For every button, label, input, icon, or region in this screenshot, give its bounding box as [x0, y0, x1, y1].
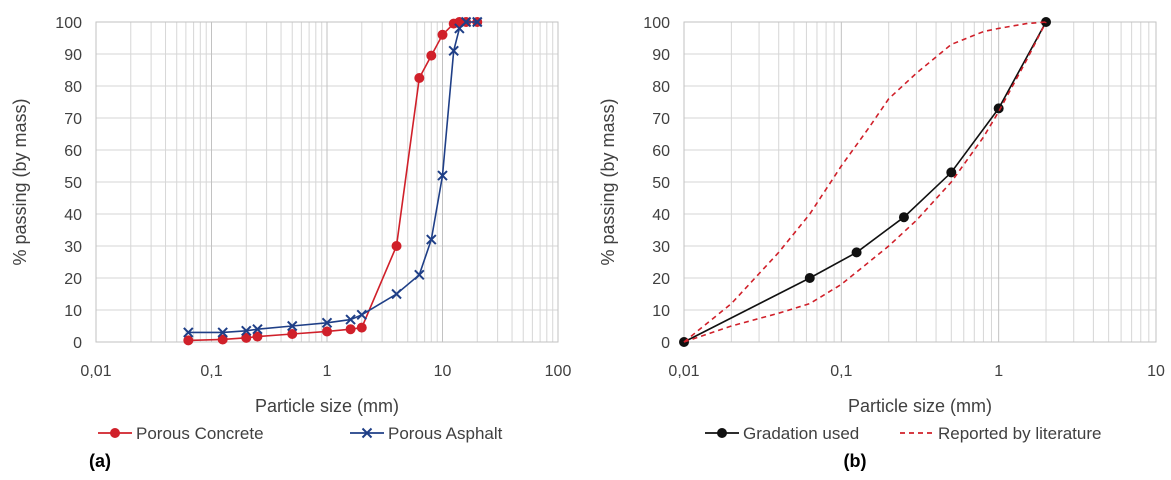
- chart-panel-b: 0 10 20 30 40 50 60 70 80 90 100 0,01 0,1 1 10 % passin…: [598, 15, 1165, 471]
- data-point: [241, 332, 252, 343]
- data-point: [414, 269, 425, 281]
- y-tick-label: 40: [64, 207, 82, 224]
- legend-item-porous-concrete: Porous Concrete: [98, 424, 264, 443]
- y-tick-label: 70: [652, 111, 670, 128]
- y-tick-label: 60: [652, 143, 670, 160]
- data-point: [448, 45, 459, 57]
- legend-label: Reported by literature: [938, 424, 1101, 443]
- series-line: [188, 21, 478, 342]
- legend-item-porous-asphalt: Porous Asphalt: [350, 424, 503, 443]
- data-point: [460, 16, 472, 28]
- panel-label: (b): [844, 451, 867, 471]
- data-point: [851, 247, 862, 258]
- x-tick-label: 10: [434, 363, 452, 380]
- data-point: [946, 167, 957, 178]
- data-point: [252, 331, 263, 342]
- y-tick-label: 20: [652, 271, 670, 288]
- data-point: [356, 309, 367, 321]
- data-point: [426, 50, 437, 61]
- series-reported-by-literature: [683, 21, 1047, 343]
- data-point: [426, 234, 437, 245]
- series-porous-asphalt: [183, 16, 483, 338]
- y-tick-label: 30: [64, 239, 82, 256]
- data-point: [804, 273, 815, 283]
- data-point: [437, 29, 448, 40]
- y-tick-label: 10: [652, 303, 670, 320]
- legend-marker: [717, 428, 727, 438]
- panel-label: (a): [89, 451, 111, 471]
- data-point: [345, 314, 356, 325]
- data-point: [183, 327, 194, 338]
- plot-frame: [95, 21, 559, 343]
- data-point: [321, 317, 333, 329]
- y-tick-label: 100: [643, 15, 670, 32]
- x-tick-label: 0,1: [830, 363, 852, 380]
- data-point: [356, 322, 367, 333]
- legend-marker: [110, 428, 120, 438]
- data-point: [345, 324, 356, 335]
- series-porous-concrete: [183, 17, 483, 346]
- data-point: [391, 288, 402, 300]
- y-axis-title: % passing (by mass): [10, 98, 30, 265]
- data-point: [287, 329, 298, 339]
- x-tick-label: 0,1: [200, 363, 222, 380]
- x-tick-label: 10: [1147, 363, 1165, 380]
- x-tick-label: 1: [994, 363, 1003, 380]
- data-point: [217, 334, 228, 345]
- data-point: [414, 73, 425, 83]
- y-tick-label: 0: [661, 335, 670, 352]
- x-axis-title: Particle size (mm): [848, 396, 992, 416]
- chart-panel-a: 0 10 20 30 40 50 60 70 80 90 100 0,01 0,1 1 10 100 % pas…: [10, 15, 571, 471]
- data-point: [241, 325, 252, 337]
- x-tick-label: 0,01: [80, 363, 111, 380]
- x-tick-label: 1: [323, 363, 332, 380]
- data-point: [252, 323, 263, 335]
- legend-item-gradation-used: Gradation used: [705, 424, 859, 443]
- y-tick-label: 70: [64, 111, 82, 128]
- legend-label: Gradation used: [743, 424, 859, 443]
- y-tick-label: 60: [64, 143, 82, 160]
- y-tick-label: 40: [652, 207, 670, 224]
- plot-frame: [683, 21, 1157, 343]
- y-tick-label: 10: [64, 303, 82, 320]
- y-tick-label: 50: [652, 175, 670, 192]
- data-point: [217, 327, 228, 338]
- data-point: [437, 170, 448, 181]
- data-point: [898, 212, 909, 223]
- legend-label: Porous Concrete: [136, 424, 264, 443]
- data-point: [322, 326, 332, 337]
- y-tick-label: 90: [64, 47, 82, 64]
- series-line: [188, 21, 478, 334]
- y-tick-label: 20: [64, 271, 82, 288]
- legend-label: Porous Asphalt: [388, 424, 503, 443]
- y-tick-label: 100: [55, 15, 82, 32]
- data-point: [391, 241, 402, 251]
- legend-marker: [361, 427, 373, 439]
- y-tick-label: 30: [652, 239, 670, 256]
- x-axis-title: Particle size (mm): [255, 396, 399, 416]
- y-tick-label: 90: [652, 47, 670, 64]
- x-tick-label: 0,01: [668, 363, 699, 380]
- data-point: [287, 320, 298, 332]
- y-tick-label: 80: [652, 79, 670, 96]
- legend-item-reported-by-literature: Reported by literature: [900, 424, 1101, 443]
- data-point: [183, 335, 194, 346]
- y-tick-label: 80: [64, 79, 82, 96]
- series-envelope-2: [683, 21, 1047, 343]
- series-line: [683, 21, 1047, 343]
- y-tick-label: 50: [64, 175, 82, 192]
- x-tick-label: 100: [545, 363, 572, 380]
- data-point: [993, 103, 1004, 114]
- data-point: [472, 16, 483, 28]
- series-line: [683, 21, 1047, 343]
- y-axis-title: % passing (by mass): [598, 98, 618, 265]
- y-tick-label: 0: [73, 335, 82, 352]
